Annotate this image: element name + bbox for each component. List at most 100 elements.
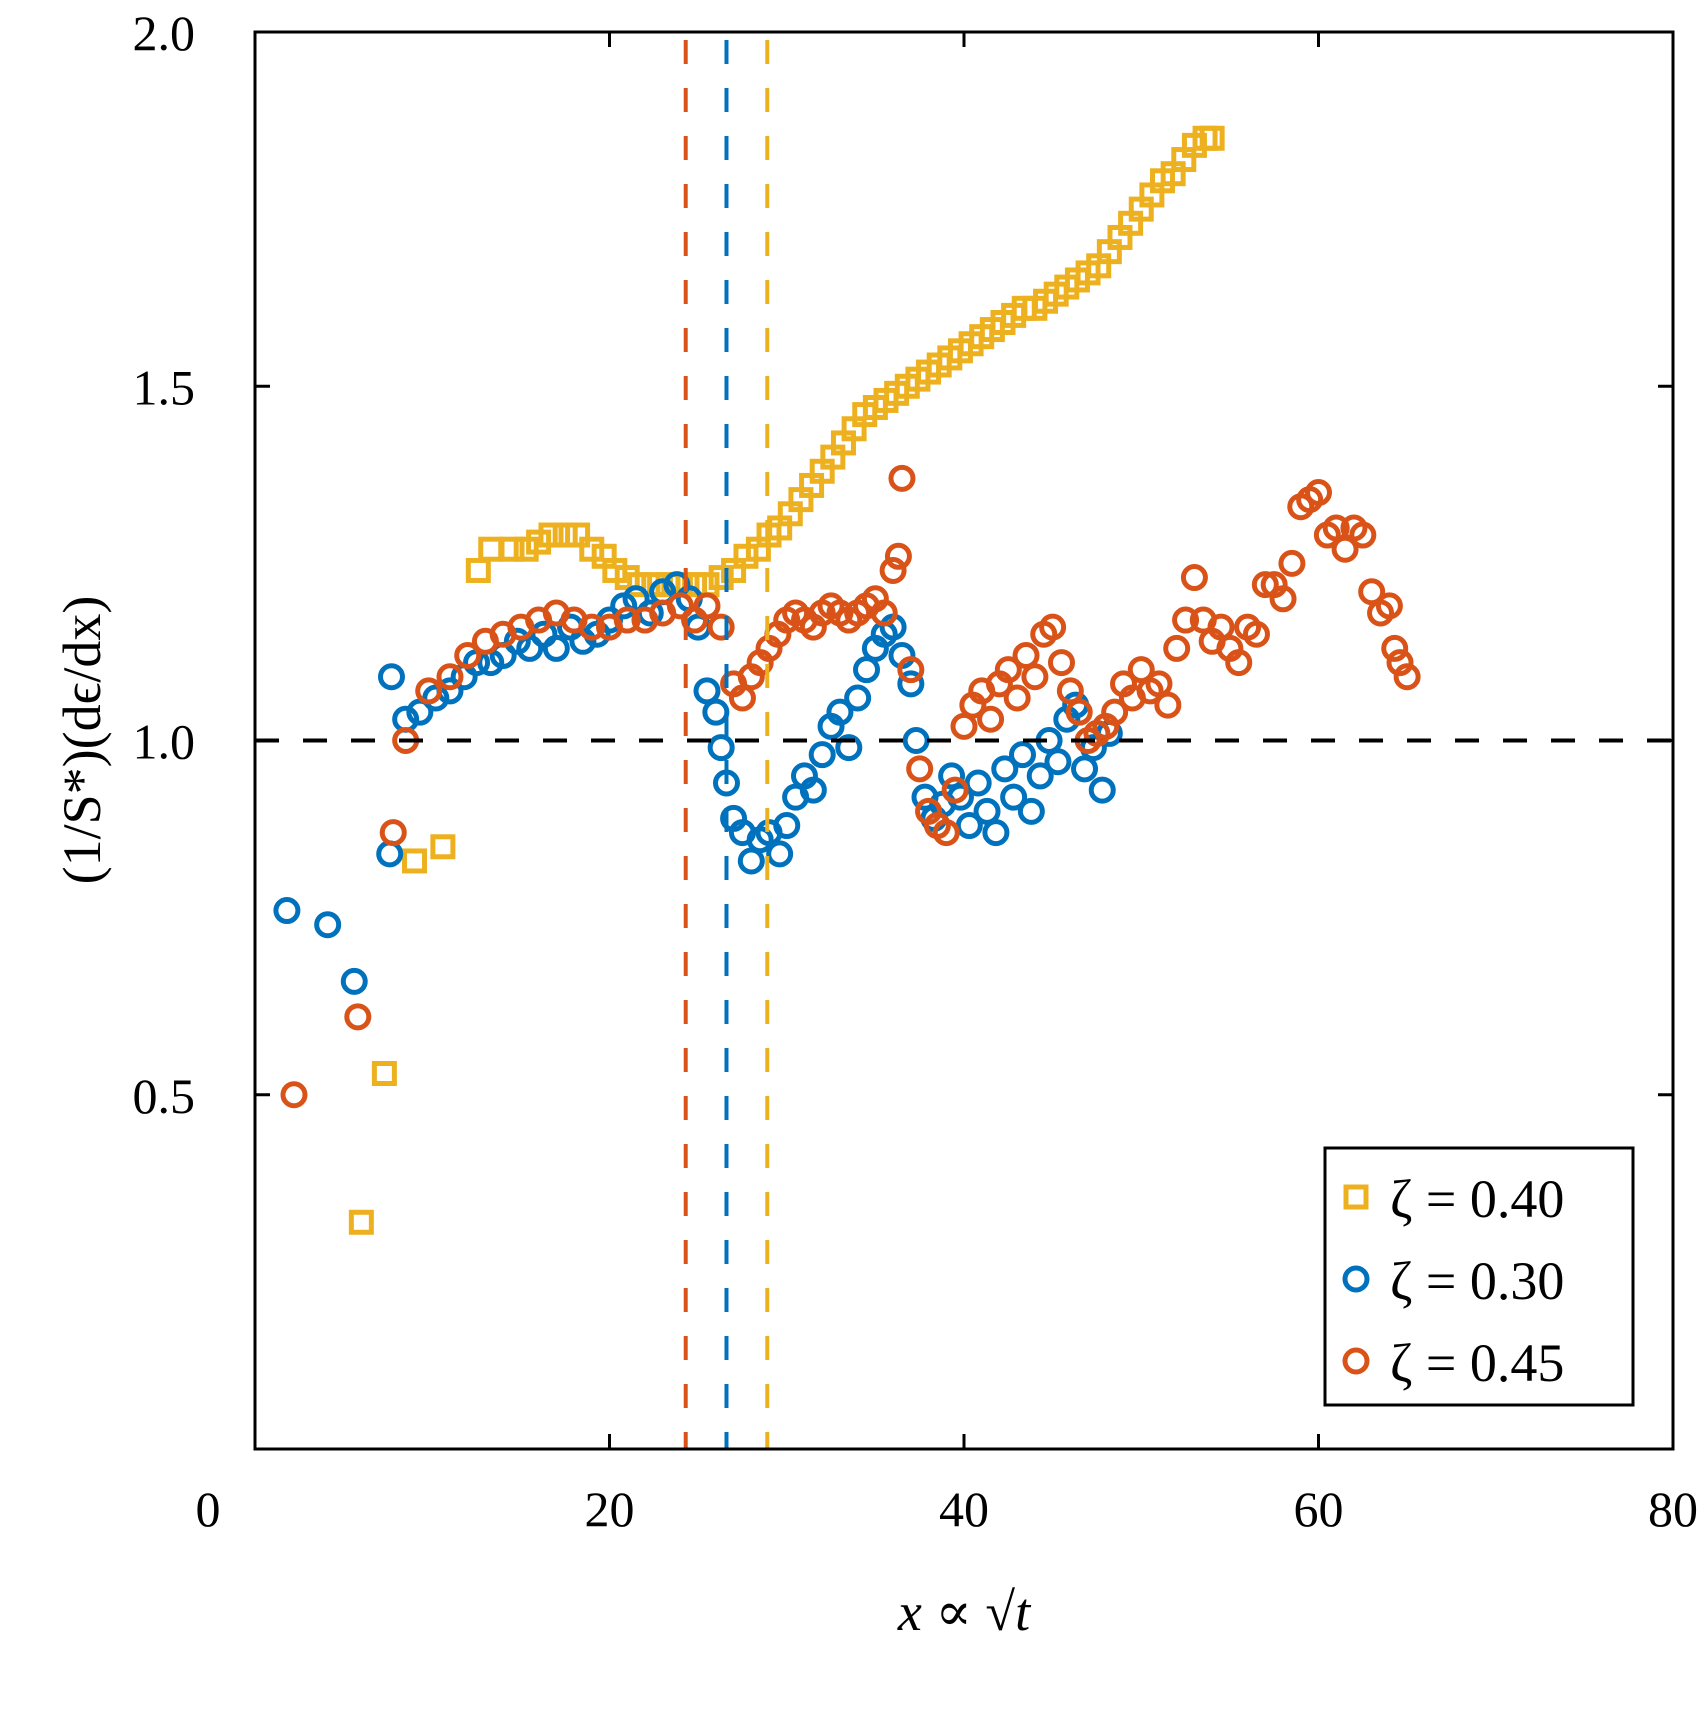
data-point (707, 613, 735, 641)
data-point (377, 663, 405, 691)
data-point (897, 670, 925, 698)
data-point (1381, 634, 1409, 662)
data-point (808, 741, 836, 769)
tick-labels: 0 20 40 60 80 0.5 1.0 1.5 2.0 (133, 5, 1699, 1537)
legend-box (1323, 1146, 1635, 1407)
data-point (622, 585, 650, 613)
series-0 (348, 125, 1225, 1235)
data-point (415, 677, 443, 705)
x-axis-label: x ∝ √t (897, 1582, 1032, 1642)
data-point (1154, 691, 1182, 719)
data-point (1039, 613, 1067, 641)
x-tick-label: 40 (939, 1481, 989, 1537)
series-1 (273, 571, 1123, 995)
data-point (853, 656, 881, 684)
data-point (728, 684, 756, 712)
data-point (1269, 585, 1297, 613)
data-point (693, 677, 721, 705)
data-point (344, 1003, 372, 1031)
data-point (693, 592, 721, 620)
data-point (430, 834, 456, 860)
data-point (1044, 748, 1072, 776)
data-point (1251, 571, 1279, 599)
data-point (454, 641, 482, 669)
data-point (773, 812, 801, 840)
series-2 (280, 464, 1421, 1109)
data-point (406, 698, 434, 726)
data-point (578, 613, 606, 641)
data-point (888, 464, 916, 492)
data-point (465, 557, 491, 583)
reference-lines (255, 40, 1673, 1449)
data-point (542, 634, 570, 662)
x-tick-label: 60 (1294, 1481, 1344, 1537)
data-marks (273, 125, 1421, 1235)
data-point (1012, 641, 1040, 669)
data-point (1047, 649, 1075, 677)
data-point (371, 1060, 397, 1086)
x-tick-label: 20 (585, 1481, 635, 1537)
data-point (348, 1209, 374, 1235)
data-point (1017, 797, 1045, 825)
y-tick-label: 0.5 (133, 1068, 196, 1124)
data-point (1065, 698, 1093, 726)
data-point (977, 705, 1005, 733)
axis-ticks (253, 30, 1675, 1449)
data-point (1375, 592, 1403, 620)
legend-label: ζ = 0.45 (1390, 1333, 1564, 1393)
data-point (402, 848, 428, 874)
data-point (1003, 684, 1031, 712)
data-point (982, 819, 1010, 847)
data-point (1026, 762, 1054, 790)
data-point (932, 819, 960, 847)
data-point (565, 522, 591, 548)
legend-item: ζ = 0.45 (1342, 1333, 1564, 1393)
data-point (884, 542, 912, 570)
legend-item: ζ = 0.30 (1342, 1251, 1564, 1311)
data-point (707, 734, 735, 762)
data-point (906, 755, 934, 783)
y-axis-label: (1/S*)(dϵ/dx) (52, 596, 112, 885)
data-point (897, 656, 925, 684)
data-point (1000, 783, 1028, 811)
data-point (1225, 649, 1253, 677)
data-point (1180, 564, 1208, 592)
data-point (870, 599, 898, 627)
data-point (1358, 578, 1386, 606)
data-point (994, 656, 1022, 684)
y-tick-label: 2.0 (133, 5, 196, 61)
data-point (879, 556, 907, 584)
data-point (1305, 479, 1332, 507)
data-point (422, 684, 450, 712)
data-point (478, 536, 504, 562)
x-tick-label: 0 (196, 1481, 221, 1537)
legend-label: ζ = 0.40 (1390, 1169, 1564, 1229)
data-point (1145, 670, 1173, 698)
x-tick-label: 80 (1648, 1481, 1698, 1537)
data-point (799, 776, 827, 804)
data-point (991, 755, 1019, 783)
legend-marker-circle (1342, 1347, 1370, 1375)
data-point (1163, 634, 1191, 662)
legend-marker-circle (1342, 1265, 1370, 1293)
data-point (314, 911, 342, 939)
data-point (379, 819, 407, 847)
data-point (941, 776, 969, 804)
data-point (280, 1081, 308, 1109)
data-point (1349, 521, 1377, 549)
data-point (436, 663, 464, 691)
y-tick-label: 1.0 (133, 714, 196, 770)
data-point (530, 620, 558, 648)
data-point (538, 522, 564, 548)
data-point (1278, 549, 1306, 577)
data-point (1386, 649, 1414, 677)
data-point (766, 840, 794, 868)
data-point (1199, 125, 1225, 151)
data-point (1056, 677, 1084, 705)
data-point (1393, 663, 1421, 691)
data-point (844, 684, 872, 712)
data-point (835, 734, 863, 762)
data-point (950, 712, 978, 740)
data-point (1242, 620, 1270, 648)
